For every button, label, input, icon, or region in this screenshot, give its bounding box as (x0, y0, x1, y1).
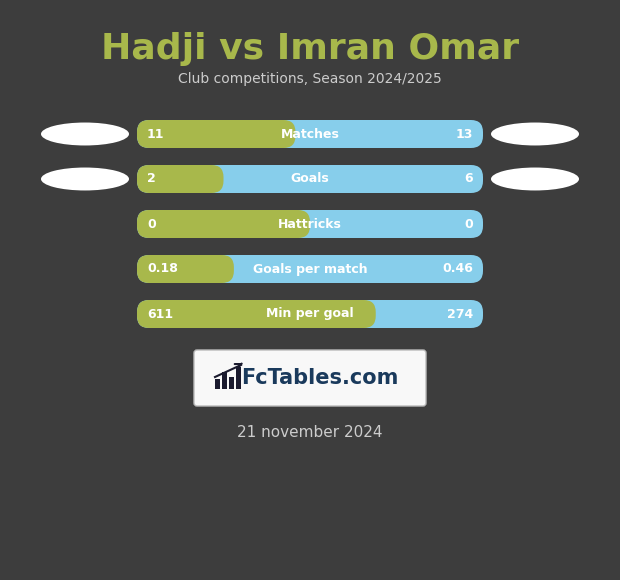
Text: 6: 6 (464, 172, 473, 186)
FancyBboxPatch shape (137, 120, 483, 148)
Bar (236, 367, 241, 389)
Text: 611: 611 (147, 307, 173, 321)
Text: Matches: Matches (281, 128, 339, 140)
Ellipse shape (491, 122, 579, 146)
Text: 11: 11 (147, 128, 164, 140)
Text: Hattricks: Hattricks (278, 218, 342, 230)
Text: 2: 2 (147, 172, 156, 186)
FancyBboxPatch shape (137, 165, 483, 193)
Text: 21 november 2024: 21 november 2024 (237, 425, 383, 440)
FancyBboxPatch shape (137, 165, 223, 193)
Text: Hadji vs Imran Omar: Hadji vs Imran Omar (101, 32, 519, 66)
Ellipse shape (491, 168, 579, 190)
Text: Min per goal: Min per goal (266, 307, 354, 321)
Ellipse shape (41, 168, 129, 190)
Text: 274: 274 (447, 307, 473, 321)
FancyBboxPatch shape (137, 255, 234, 283)
Text: Goals: Goals (291, 172, 329, 186)
FancyBboxPatch shape (137, 300, 483, 328)
Bar (222, 372, 227, 389)
Text: FcTables.com: FcTables.com (241, 368, 399, 388)
Ellipse shape (41, 122, 129, 146)
FancyBboxPatch shape (137, 210, 483, 238)
Bar (229, 377, 234, 389)
FancyBboxPatch shape (137, 210, 310, 238)
FancyBboxPatch shape (137, 120, 296, 148)
Text: 0: 0 (147, 218, 156, 230)
Text: 0: 0 (464, 218, 473, 230)
Text: 13: 13 (456, 128, 473, 140)
Text: Goals per match: Goals per match (253, 263, 367, 276)
Bar (215, 379, 220, 389)
FancyBboxPatch shape (137, 255, 483, 283)
Text: 0.46: 0.46 (442, 263, 473, 276)
Text: 0.18: 0.18 (147, 263, 178, 276)
FancyBboxPatch shape (137, 300, 376, 328)
Text: Club competitions, Season 2024/2025: Club competitions, Season 2024/2025 (178, 72, 442, 86)
FancyBboxPatch shape (194, 350, 426, 406)
